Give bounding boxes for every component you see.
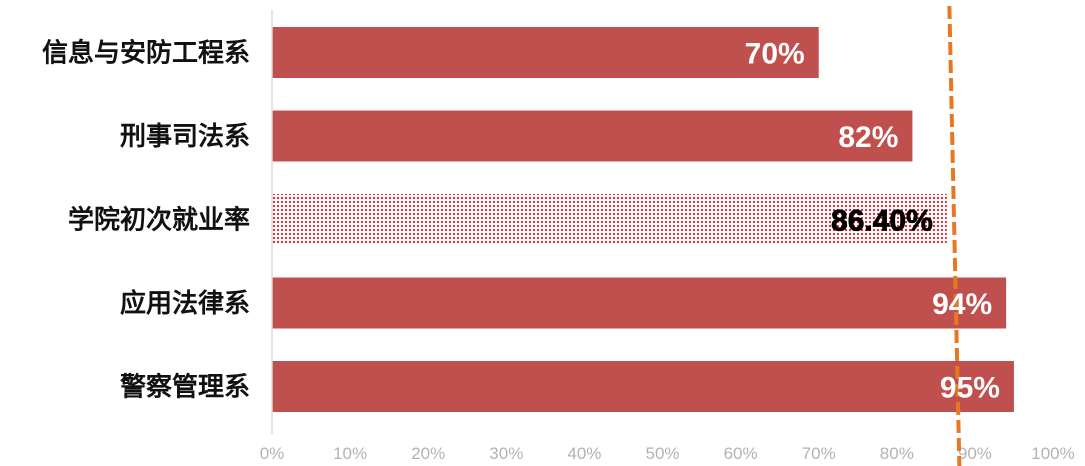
bars-group	[272, 27, 1014, 412]
data-label: 70%	[745, 38, 805, 71]
x-tick-label: 80%	[880, 444, 914, 463]
x-tick-label: 40%	[567, 444, 601, 463]
reference-line-group	[947, 5, 962, 466]
data-label: 95%	[940, 372, 1000, 405]
x-tick-label: 30%	[489, 444, 523, 463]
category-label: 学院初次就业率	[68, 205, 250, 236]
x-tick-label: 60%	[724, 444, 758, 463]
data-label: 86.40%	[831, 205, 933, 238]
category-label: 应用法律系	[120, 288, 250, 319]
x-axis-tick-labels: 0% 10% 20% 30% 40% 50% 60% 70% 80% 90% 100%	[260, 444, 1075, 463]
category-label: 信息与安防工程系	[42, 38, 250, 69]
category-label: 刑事司法系	[120, 122, 250, 152]
data-labels: 70% 82% 86.40% 94% 95%	[745, 38, 1000, 405]
x-tick-label: 0%	[260, 444, 285, 463]
x-tick-label: 10%	[333, 444, 367, 463]
category-label: 警察管理系	[120, 372, 250, 403]
x-tick-label: 100%	[1031, 444, 1074, 463]
bar	[272, 361, 1014, 412]
bar-highlighted	[272, 194, 947, 245]
bar	[272, 27, 819, 78]
data-label: 82%	[838, 121, 898, 154]
x-tick-label: 20%	[411, 444, 445, 463]
bar	[272, 277, 1007, 329]
x-tick-label: 90%	[958, 444, 992, 463]
data-label: 94%	[932, 288, 992, 321]
x-tick-label: 70%	[802, 444, 836, 463]
reference-line	[947, 5, 962, 466]
x-tick-label: 50%	[645, 444, 679, 463]
bar	[272, 110, 913, 162]
